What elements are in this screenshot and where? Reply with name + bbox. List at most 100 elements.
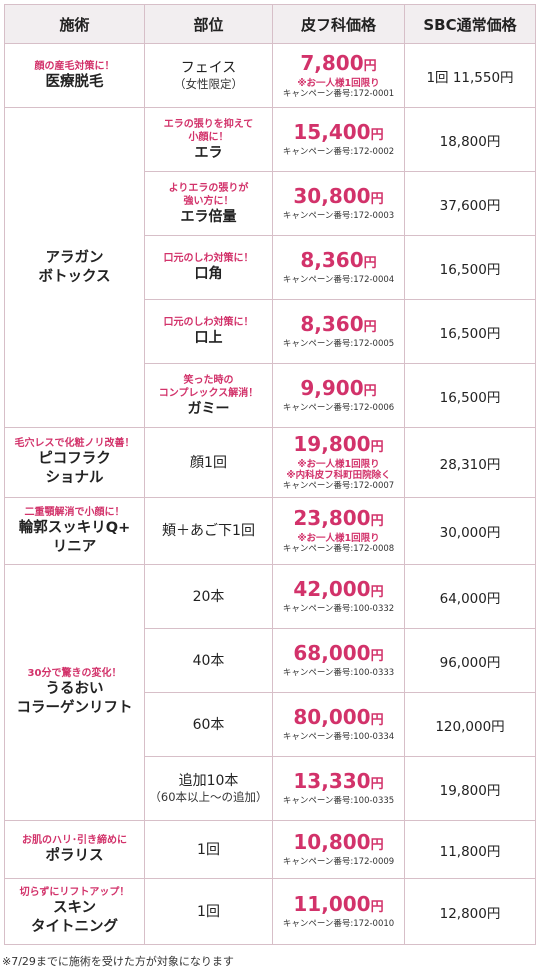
area-tag: コンプレックス解消！ bbox=[158, 387, 259, 399]
treatment-name: アラガン bbox=[45, 249, 104, 266]
treatment-name: スキン bbox=[52, 900, 97, 916]
campaign-number: キャンペーン番号:172-0001 bbox=[282, 88, 395, 99]
clinic-price-cell: 8,360円 キャンペーン番号:172-0004 bbox=[272, 235, 405, 300]
campaign-number: キャンペーン番号:172-0009 bbox=[282, 857, 395, 867]
treatment-name: ポラリス bbox=[45, 847, 104, 864]
clinic-price: 11,000円 bbox=[293, 892, 384, 916]
treatment-name: 医療脱毛 bbox=[45, 73, 104, 90]
table-row-collagen-add10: 追加10本 （60本以上～の追加） 13,330円 キャンペーン番号:100-0… bbox=[5, 756, 536, 821]
header-clinic-price: 皮フ科価格 bbox=[272, 4, 405, 44]
area-cell: 笑った時の コンプレックス解消！ ガミー bbox=[144, 363, 273, 428]
area-cell: 20本 bbox=[144, 564, 273, 629]
clinic-price: 30,800円 bbox=[293, 184, 384, 208]
treatment-name: うるおい bbox=[45, 681, 104, 697]
area-cell: 1回 bbox=[144, 820, 273, 879]
clinic-price-cell: 19,800円 ※お一人様1回限り ※内科皮フ科町田院除く キャンペーン番号:1… bbox=[272, 427, 405, 498]
treatment-tag: 毛穴レスで化粧ノリ改善！ bbox=[14, 438, 135, 449]
treatment-name: ボトックス bbox=[38, 268, 111, 285]
sbc-price: 16,500円 bbox=[404, 299, 536, 364]
treatment-cell: 30分で驚きの変化！ うるおい コラーゲンリフト bbox=[4, 564, 145, 821]
area-label: 20本 bbox=[192, 588, 225, 605]
area-tag: エラの張りを抑えて bbox=[163, 118, 254, 130]
area-label: 1回 bbox=[197, 841, 220, 858]
clinic-price: 19,800円 bbox=[293, 432, 384, 456]
price-table: 施術 部位 皮フ科価格 SBC通常価格 顔の産毛対策に！ 医療脱毛 フェイス （… bbox=[4, 4, 536, 945]
sbc-price: 1回 11,550円 bbox=[404, 43, 536, 108]
area-tag: 口元のしわ対策に！ bbox=[163, 317, 254, 328]
table-row-collagen-40: 40本 68,000円 キャンペーン番号:100-0333 96,000円 bbox=[5, 628, 536, 693]
area-cell: 60本 bbox=[144, 692, 273, 757]
area-label: 60本 bbox=[192, 716, 225, 733]
clinic-price-cell: 15,400円 キャンペーン番号:172-0002 bbox=[272, 107, 405, 172]
campaign-number: キャンペーン番号:172-0008 bbox=[282, 544, 395, 554]
header-sbc-price: SBC通常価格 bbox=[404, 4, 536, 44]
treatment-tag: 二重顎解消で小顔に！ bbox=[24, 506, 125, 518]
area-cell: よりエラの張りが 強い方に！ エラ倍量 bbox=[144, 171, 273, 236]
area-cell: 1回 bbox=[144, 878, 273, 945]
table-row-botox-gummy: 笑った時の コンプレックス解消！ ガミー 9,900円 キャンペーン番号:172… bbox=[5, 363, 536, 428]
clinic-price-cell: 11,000円 キャンペーン番号:172-0010 bbox=[272, 878, 405, 945]
clinic-price: 10,800円 bbox=[293, 830, 384, 854]
clinic-price: 8,360円 bbox=[300, 248, 377, 272]
area-sublabel: （女性限定） bbox=[174, 77, 243, 91]
treatment-cell: 顔の産毛対策に！ 医療脱毛 bbox=[4, 43, 145, 108]
area-tag: 小顔に！ bbox=[188, 131, 229, 143]
treatment-tag: 切らずにリフトアップ！ bbox=[19, 887, 130, 898]
treatment-name: ショナル bbox=[45, 470, 104, 486]
table-row-botox-ela-double: よりエラの張りが 強い方に！ エラ倍量 30,800円 キャンペーン番号:172… bbox=[5, 171, 536, 236]
sbc-price: 96,000円 bbox=[404, 628, 536, 693]
treatment-name: リニア bbox=[52, 538, 97, 555]
sbc-price: 28,310円 bbox=[404, 427, 536, 498]
clinic-price: 15,400円 bbox=[293, 120, 384, 144]
area-tag: よりエラの張りが bbox=[168, 182, 249, 194]
campaign-number: キャンペーン番号:100-0332 bbox=[282, 604, 395, 614]
table-row-polaris: お肌のハリ･引き締めに ポラリス 1回 10,800円 キャンペーン番号:172… bbox=[4, 820, 536, 879]
campaign-number: キャンペーン番号:172-0003 bbox=[282, 211, 395, 221]
table-row-rinkaku: 二重顎解消で小顔に！ 輪郭スッキリQ+ リニア 頬＋あご下1回 23,800円 … bbox=[4, 497, 536, 565]
area-label: 口角 bbox=[194, 266, 223, 282]
clinic-price-cell: 30,800円 キャンペーン番号:172-0003 bbox=[272, 171, 405, 236]
price-note: ※お一人様1回限り bbox=[297, 459, 380, 470]
treatment-name: タイトニング bbox=[31, 919, 118, 935]
clinic-price-cell: 68,000円 キャンペーン番号:100-0333 bbox=[272, 628, 405, 693]
treatment-name: コラーゲンリフト bbox=[16, 700, 133, 716]
clinic-price: 8,360円 bbox=[300, 312, 377, 336]
table-row-datsumo: 顔の産毛対策に！ 医療脱毛 フェイス （女性限定） 7,800円 ※お一人様1回… bbox=[4, 43, 536, 108]
campaign-number: キャンペーン番号:100-0334 bbox=[282, 732, 395, 742]
campaign-number: キャンペーン番号:172-0006 bbox=[282, 403, 395, 413]
clinic-price-cell: 9,900円 キャンペーン番号:172-0006 bbox=[272, 363, 405, 428]
treatment-tag: お肌のハリ･引き締めに bbox=[22, 834, 127, 846]
area-label: フェイス bbox=[180, 60, 237, 76]
campaign-number: キャンペーン番号:172-0005 bbox=[282, 339, 395, 349]
area-cell: エラの張りを抑えて 小顔に！ エラ bbox=[144, 107, 273, 172]
table-row-collagen-20: 30分で驚きの変化！ うるおい コラーゲンリフト 20本 42,000円 キャン… bbox=[4, 564, 536, 821]
area-sublabel: （60本以上～の追加） bbox=[149, 790, 268, 804]
area-label: 顔1回 bbox=[190, 454, 227, 471]
treatment-name: ピコフラク bbox=[38, 451, 111, 467]
header-treatment: 施術 bbox=[4, 4, 145, 44]
sbc-price: 120,000円 bbox=[404, 692, 536, 757]
treatment-cell: 切らずにリフトアップ！ スキン タイトニング bbox=[4, 878, 145, 945]
sbc-price: 12,800円 bbox=[404, 878, 536, 945]
area-tag: 笑った時の bbox=[183, 374, 234, 386]
sbc-price: 19,800円 bbox=[404, 756, 536, 821]
table-row-botox-ela: アラガン ボトックス エラの張りを抑えて 小顔に！ エラ 15,400円 キャン… bbox=[4, 107, 536, 428]
price-note: ※お一人様1回限り bbox=[297, 533, 380, 544]
area-cell: 口元のしわ対策に！ 口角 bbox=[144, 235, 273, 300]
area-label: 口上 bbox=[194, 330, 223, 346]
campaign-number: キャンペーン番号:100-0333 bbox=[282, 668, 395, 678]
sbc-price: 11,800円 bbox=[404, 820, 536, 879]
area-tag: 口元のしわ対策に！ bbox=[163, 253, 254, 264]
sbc-price: 16,500円 bbox=[404, 363, 536, 428]
campaign-number: キャンペーン番号:172-0007 bbox=[282, 481, 395, 491]
sbc-price: 16,500円 bbox=[404, 235, 536, 300]
clinic-price-cell: 8,360円 キャンペーン番号:172-0005 bbox=[272, 299, 405, 364]
clinic-price-cell: 80,000円 キャンペーン番号:100-0334 bbox=[272, 692, 405, 757]
price-note: ※お一人様1回限り bbox=[297, 77, 380, 89]
area-label: 追加10本 bbox=[178, 773, 239, 789]
area-tag: 強い方に！ bbox=[183, 195, 234, 207]
header-area: 部位 bbox=[144, 4, 273, 44]
clinic-price: 9,900円 bbox=[300, 376, 377, 400]
sbc-price: 64,000円 bbox=[404, 564, 536, 629]
treatment-cell: アラガン ボトックス bbox=[4, 107, 145, 428]
